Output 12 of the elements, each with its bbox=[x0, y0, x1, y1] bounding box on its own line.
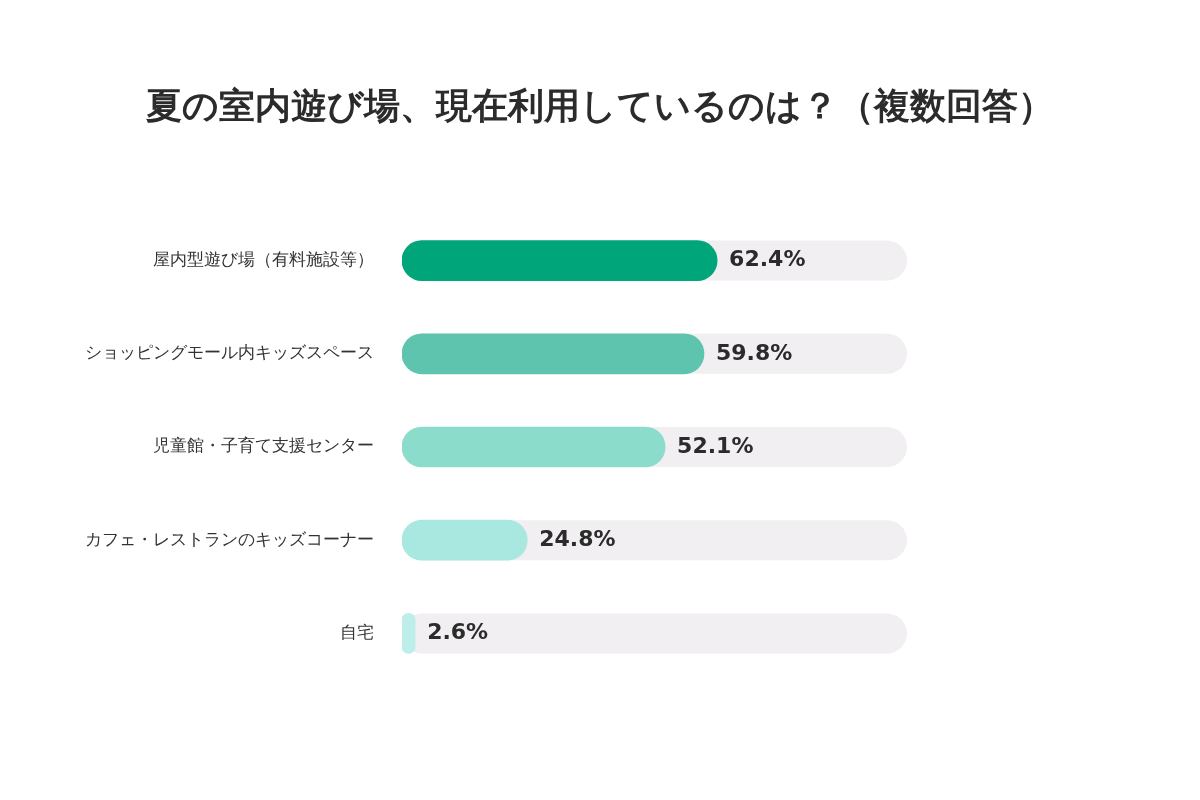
y-tick-label: 自宅 bbox=[340, 621, 374, 642]
data-label: 52.1% bbox=[677, 432, 754, 458]
y-tick-label: ショッピングモール内キッズスペース bbox=[85, 342, 374, 363]
bar bbox=[402, 519, 528, 561]
chart-title: 夏の室内遊び場、現在利用しているのは？（複数回答） bbox=[145, 84, 1055, 128]
data-label: 59.8% bbox=[715, 339, 793, 365]
y-tick-label: 屋内型遊び場（有料施設等） bbox=[153, 249, 374, 270]
data-label: 2.6% bbox=[427, 619, 489, 645]
data-label: 24.8% bbox=[539, 525, 616, 551]
y-tick-label: カフェ・レストランのキッズコーナー bbox=[85, 528, 374, 549]
data-label: 62.4% bbox=[729, 246, 806, 272]
y-tick-label: 児童館・子育て支援センター bbox=[153, 435, 374, 456]
